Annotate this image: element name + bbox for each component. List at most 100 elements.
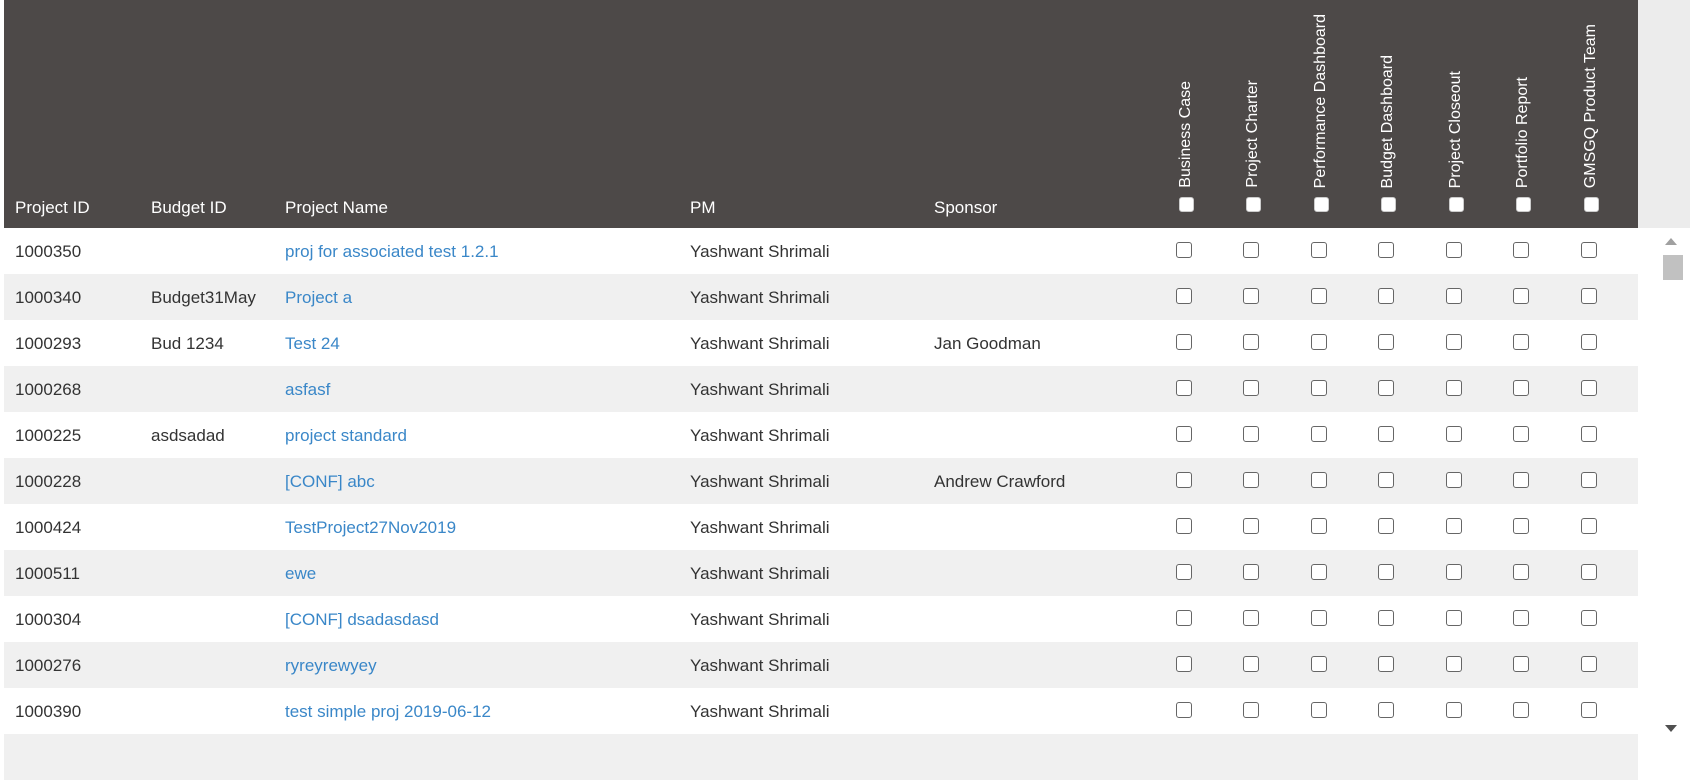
doc-checkbox[interactable]: [1311, 472, 1327, 488]
select-all-checkbox[interactable]: [1179, 197, 1194, 212]
doc-checkbox[interactable]: [1311, 242, 1327, 258]
doc-checkbox[interactable]: [1176, 656, 1192, 672]
doc-checkbox[interactable]: [1581, 702, 1597, 718]
doc-checkbox[interactable]: [1311, 518, 1327, 534]
doc-checkbox[interactable]: [1176, 610, 1192, 626]
doc-checkbox[interactable]: [1446, 610, 1462, 626]
project-name-link[interactable]: proj for associated test 1.2.1: [285, 242, 499, 261]
doc-checkbox[interactable]: [1243, 518, 1259, 534]
doc-checkbox[interactable]: [1378, 518, 1394, 534]
doc-checkbox[interactable]: [1243, 656, 1259, 672]
select-all-checkbox[interactable]: [1246, 197, 1261, 212]
doc-checkbox[interactable]: [1513, 242, 1529, 258]
doc-checkbox[interactable]: [1243, 242, 1259, 258]
doc-checkbox[interactable]: [1311, 334, 1327, 350]
doc-checkbox[interactable]: [1176, 426, 1192, 442]
select-all-checkbox[interactable]: [1314, 197, 1329, 212]
doc-checkbox[interactable]: [1513, 610, 1529, 626]
doc-checkbox[interactable]: [1243, 380, 1259, 396]
doc-checkbox[interactable]: [1513, 426, 1529, 442]
project-name-link[interactable]: project standard: [285, 426, 407, 445]
select-all-checkbox[interactable]: [1449, 197, 1464, 212]
doc-checkbox[interactable]: [1378, 656, 1394, 672]
doc-checkbox[interactable]: [1176, 472, 1192, 488]
doc-checkbox[interactable]: [1581, 656, 1597, 672]
doc-checkbox[interactable]: [1311, 610, 1327, 626]
doc-checkbox[interactable]: [1446, 518, 1462, 534]
doc-checkbox[interactable]: [1446, 426, 1462, 442]
project-name-link[interactable]: Project a: [285, 288, 353, 307]
doc-checkbox[interactable]: [1446, 702, 1462, 718]
doc-checkbox[interactable]: [1513, 564, 1529, 580]
doc-checkbox[interactable]: [1243, 472, 1259, 488]
doc-checkbox[interactable]: [1581, 242, 1597, 258]
vertical-scrollbar[interactable]: [1660, 228, 1683, 745]
doc-checkbox[interactable]: [1176, 334, 1192, 350]
doc-checkbox[interactable]: [1513, 380, 1529, 396]
doc-checkbox[interactable]: [1378, 702, 1394, 718]
doc-checkbox[interactable]: [1581, 426, 1597, 442]
doc-checkbox[interactable]: [1243, 564, 1259, 580]
doc-checkbox[interactable]: [1378, 242, 1394, 258]
project-name-link[interactable]: [CONF] dsadasdasd: [285, 610, 440, 629]
header-project-name[interactable]: Project Name: [285, 198, 388, 217]
doc-checkbox[interactable]: [1446, 288, 1462, 304]
scrollbar-thumb[interactable]: [1663, 255, 1683, 280]
project-name-link[interactable]: Test 24: [285, 334, 340, 353]
doc-checkbox[interactable]: [1581, 518, 1597, 534]
doc-checkbox[interactable]: [1513, 472, 1529, 488]
doc-checkbox[interactable]: [1176, 518, 1192, 534]
doc-checkbox[interactable]: [1378, 380, 1394, 396]
doc-checkbox[interactable]: [1513, 656, 1529, 672]
doc-checkbox[interactable]: [1446, 380, 1462, 396]
doc-checkbox[interactable]: [1446, 242, 1462, 258]
scroll-down-arrow-icon[interactable]: [1665, 725, 1677, 732]
doc-checkbox[interactable]: [1243, 426, 1259, 442]
doc-checkbox[interactable]: [1243, 610, 1259, 626]
doc-checkbox[interactable]: [1311, 564, 1327, 580]
project-name-link[interactable]: TestProject27Nov2019: [285, 518, 457, 537]
doc-checkbox[interactable]: [1581, 334, 1597, 350]
doc-checkbox[interactable]: [1311, 702, 1327, 718]
project-name-link[interactable]: asfasf: [285, 380, 331, 399]
doc-checkbox[interactable]: [1446, 564, 1462, 580]
project-name-link[interactable]: [CONF] abc: [285, 472, 375, 491]
doc-checkbox[interactable]: [1243, 702, 1259, 718]
doc-checkbox[interactable]: [1446, 472, 1462, 488]
doc-checkbox[interactable]: [1513, 518, 1529, 534]
doc-checkbox[interactable]: [1311, 426, 1327, 442]
doc-checkbox[interactable]: [1581, 380, 1597, 396]
doc-checkbox[interactable]: [1581, 288, 1597, 304]
doc-checkbox[interactable]: [1513, 288, 1529, 304]
doc-checkbox[interactable]: [1176, 288, 1192, 304]
header-budget-id[interactable]: Budget ID: [151, 198, 227, 217]
doc-checkbox[interactable]: [1378, 334, 1394, 350]
doc-checkbox[interactable]: [1378, 288, 1394, 304]
project-name-link[interactable]: test simple proj 2019-06-12: [285, 702, 492, 721]
header-project-id[interactable]: Project ID: [15, 198, 90, 217]
doc-checkbox[interactable]: [1311, 656, 1327, 672]
select-all-checkbox[interactable]: [1381, 197, 1396, 212]
doc-checkbox[interactable]: [1513, 702, 1529, 718]
project-name-link[interactable]: ryreyrewyey: [285, 656, 377, 675]
header-sponsor[interactable]: Sponsor: [934, 198, 998, 217]
doc-checkbox[interactable]: [1243, 288, 1259, 304]
doc-checkbox[interactable]: [1581, 472, 1597, 488]
doc-checkbox[interactable]: [1378, 472, 1394, 488]
select-all-checkbox[interactable]: [1584, 197, 1599, 212]
doc-checkbox[interactable]: [1311, 288, 1327, 304]
doc-checkbox[interactable]: [1378, 564, 1394, 580]
doc-checkbox[interactable]: [1378, 426, 1394, 442]
doc-checkbox[interactable]: [1243, 334, 1259, 350]
doc-checkbox[interactable]: [1176, 242, 1192, 258]
doc-checkbox[interactable]: [1446, 334, 1462, 350]
doc-checkbox[interactable]: [1446, 656, 1462, 672]
doc-checkbox[interactable]: [1378, 610, 1394, 626]
doc-checkbox[interactable]: [1176, 564, 1192, 580]
header-pm[interactable]: PM: [690, 198, 716, 217]
select-all-checkbox[interactable]: [1516, 197, 1531, 212]
doc-checkbox[interactable]: [1581, 564, 1597, 580]
project-name-link[interactable]: ewe: [285, 564, 317, 583]
scroll-up-arrow-icon[interactable]: [1665, 238, 1677, 245]
doc-checkbox[interactable]: [1176, 380, 1192, 396]
